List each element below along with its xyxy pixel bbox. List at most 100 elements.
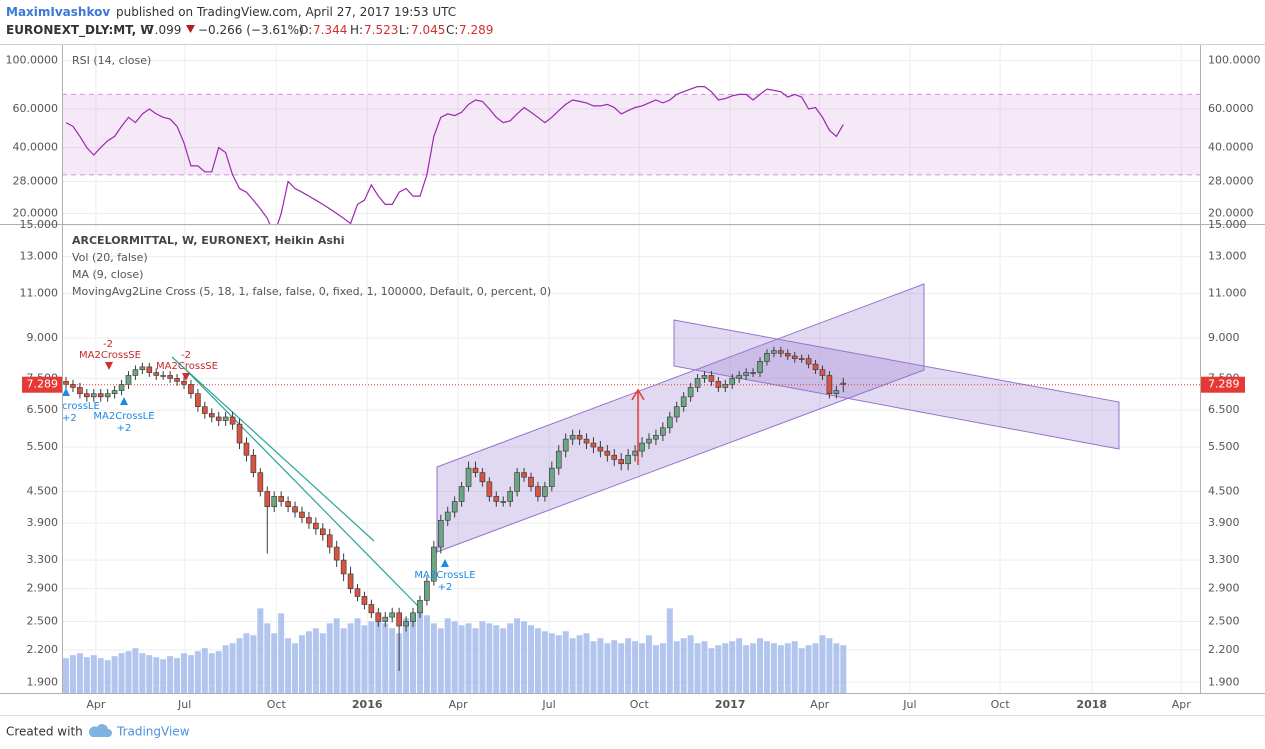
candle-body [181,381,187,385]
volume-bar [479,621,486,693]
y-tick-label: 9.000 [1208,331,1240,344]
candle-body [403,621,409,627]
y-tick-label: 13.000 [20,250,59,263]
volume-bar [521,621,528,693]
signal-qty: +2 [438,582,453,593]
volume-bar [250,635,257,693]
volume-bar [222,645,229,693]
candle-body [347,573,354,589]
volume-bar [271,633,278,693]
candle-body [243,442,250,456]
volume-bar [750,643,757,693]
candle-body [840,382,847,386]
volume-bar [514,618,521,693]
volume-bar [76,653,83,693]
candle-body [444,511,451,521]
change: −0.266 (−3.61%) [198,23,304,37]
volume-bar [645,635,652,693]
up-channel [436,283,925,553]
candle-body [701,375,708,379]
volume-bar [493,625,500,693]
x-tick-label: Oct [630,698,650,711]
candle-body [576,434,583,440]
candle-body [791,355,798,359]
volume-bar [729,641,736,693]
volume-bar [569,638,576,693]
candle-body [160,375,166,377]
x-tick-label: Apr [1172,698,1192,711]
volume-bar [527,625,534,693]
candle-body [687,387,694,398]
volume-bar [153,657,160,693]
candle-body [549,467,555,487]
candle-body [486,481,493,497]
price-tag [1201,376,1245,393]
candle-body [90,393,97,398]
candle-body [84,393,90,398]
sell-arrow [105,362,113,370]
candle-body [313,522,319,530]
candle-body [139,366,146,371]
candle-body [590,442,597,448]
signal-qty: +2 [62,413,77,424]
volume-bar [590,641,597,693]
candle-body [805,358,812,365]
volume-bar [90,655,97,693]
candle-body [257,472,264,492]
y-tick-label: 1.900 [27,675,59,688]
low: 7.045 [411,23,445,37]
axes: Apr Jul Oct 2016 Apr Jul Oct 2017 Apr Jul Oct 2018 A… [6,53,1261,711]
volume-bar [410,613,417,693]
candle-body [215,416,222,421]
y-tick-label: 4.500 [27,484,59,497]
candle-body [666,416,673,429]
volume-bar [604,643,611,693]
y-tick-label: 5.500 [1208,440,1240,453]
candles [62,346,1200,671]
publisher[interactable]: MaximIvashkov [6,5,110,19]
signal-label: MA2CrossLE [93,411,154,422]
candle-body [146,366,153,373]
volume-bar [368,621,375,693]
rsi-band [62,94,1200,175]
legend-item: MovingAvg2Line Cross (5, 18, 1, false, f… [72,285,551,298]
candle-body [250,454,257,473]
candle-body [826,375,833,394]
candle-body [437,519,444,548]
candle-body [202,406,208,414]
candle-body [153,372,160,376]
candle-body [333,546,340,561]
buy-arrow [62,388,70,396]
volume-bar [597,638,604,693]
trend-line [171,356,375,542]
candle-body [236,423,243,444]
symbol: EURONEXT_DLY:MT, W [6,23,154,38]
candle-body [708,375,715,382]
volume-bar [146,655,153,693]
volume-bar [298,635,305,693]
candle-body [361,596,368,605]
high-label: H: [350,23,363,37]
candle-body [569,434,576,440]
candle-body [458,486,465,502]
brand[interactable]: TradingView [116,725,190,739]
volume-bar [687,635,694,693]
volume-bar [416,608,423,693]
candle-body [340,559,347,575]
volume-bar [187,655,194,693]
volume-bar [472,628,479,693]
candle-body [660,427,666,436]
candle-body [424,580,430,601]
volume-bar [777,645,784,693]
y-tick-label: 4.500 [1208,484,1240,497]
candle-body [646,438,652,444]
volume-bar [534,628,541,693]
volume-bar [83,657,90,693]
volume-bar [236,638,243,693]
volume-bar [618,643,625,693]
y-tick-label: 28.0000 [13,174,59,187]
price-tag [22,376,62,393]
volume-bar [257,608,264,693]
arrow-head [631,388,645,401]
